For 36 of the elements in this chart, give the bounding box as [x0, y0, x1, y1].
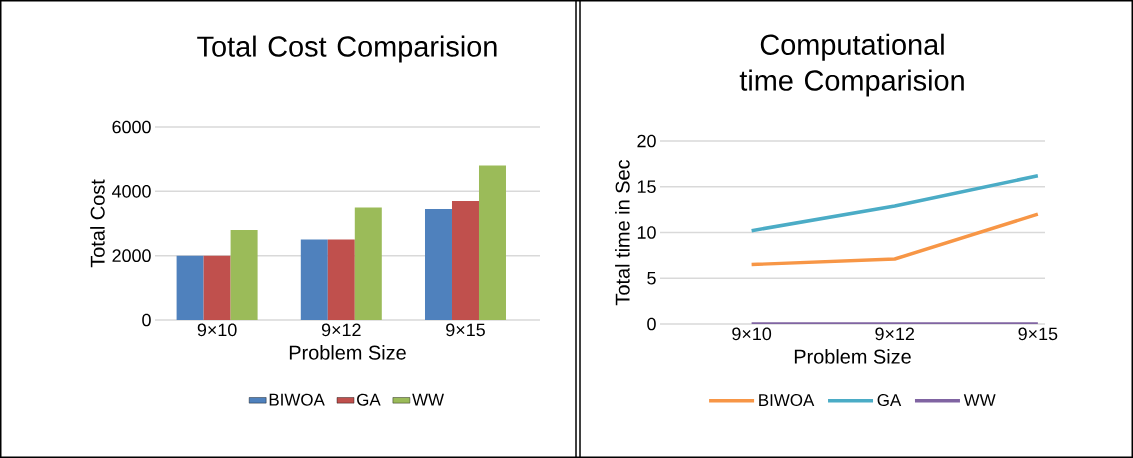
legend-label: GA	[357, 393, 381, 406]
x-axis-title: Problem Size	[289, 345, 406, 360]
y-axis-title: Total Cost	[90, 179, 105, 268]
legend-label: GA	[877, 394, 902, 407]
legend-label: WW	[963, 394, 996, 406]
legend-label: BIWOA	[269, 393, 325, 406]
y-tick-label: 5	[647, 271, 656, 285]
x-tick-label: 9×10	[732, 327, 772, 341]
legend-label: BIWOA	[759, 394, 815, 407]
bar	[327, 239, 355, 320]
y-axis-title: Total time in Sec	[615, 159, 630, 306]
y-tick-label: 10	[637, 226, 656, 239]
y-tick-label: 20	[637, 134, 656, 148]
bar	[354, 207, 382, 320]
legend-label: WW	[412, 393, 444, 406]
chart-title: Total Cost Comparision	[197, 35, 497, 63]
x-tick-label: 9×10	[197, 323, 237, 337]
y-tick-label: 6000	[112, 120, 151, 134]
x-tick-label: 9×15	[1018, 327, 1058, 341]
x-tick-label: 9×12	[321, 323, 361, 337]
bar	[478, 165, 506, 320]
bar	[424, 209, 452, 320]
x-tick-label: 9×15	[446, 323, 485, 337]
bar	[203, 255, 231, 320]
x-tick-label: 9×12	[875, 327, 915, 341]
x-axis-title: Problem Size	[794, 349, 911, 364]
bar	[451, 200, 479, 320]
y-tick-label: 0	[647, 317, 656, 331]
y-tick-label: 15	[637, 180, 656, 193]
y-tick-label: 2000	[112, 249, 151, 263]
y-tick-label: 0	[142, 313, 151, 327]
chart-title: Computational time Comparision	[739, 33, 964, 97]
bar	[230, 229, 258, 320]
y-tick-label: 4000	[111, 184, 151, 198]
bar	[300, 239, 328, 320]
bar	[176, 255, 204, 320]
